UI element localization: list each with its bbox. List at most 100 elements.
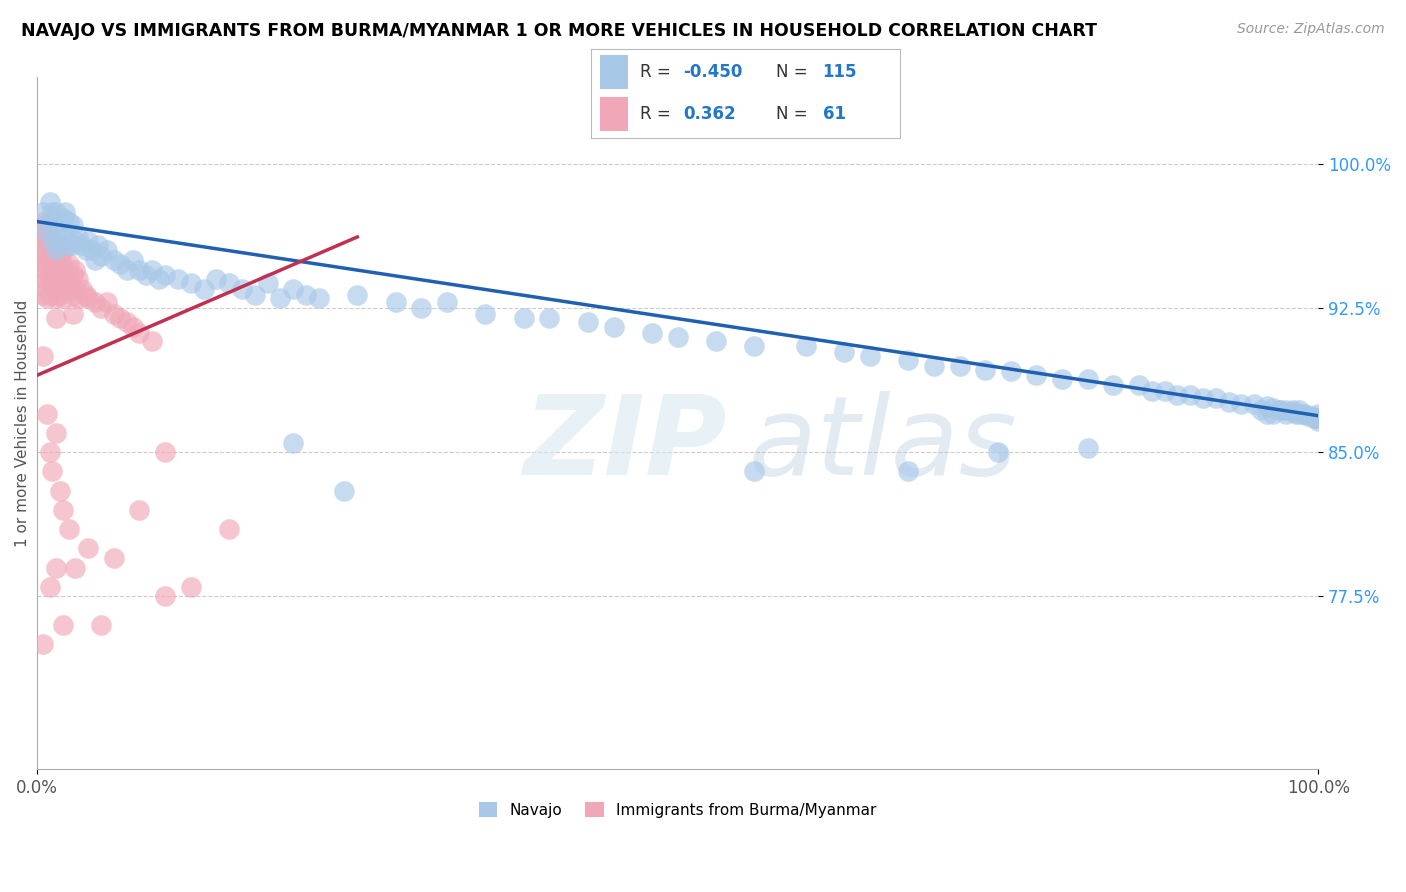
Point [1292,407,1315,421]
Point [832,345,855,359]
Point [128,262,150,277]
Point [436,295,458,310]
Point [794,339,817,353]
Point [1263,401,1285,415]
Point [66,230,89,244]
Point [37,407,59,421]
Point [1166,387,1188,401]
Point [75,244,97,258]
Point [167,272,190,286]
Point [1308,410,1330,425]
Point [65,282,87,296]
Point [1288,403,1310,417]
Point [37,292,59,306]
Point [218,276,240,290]
Point [115,314,138,328]
Point [1288,407,1310,421]
Point [1178,387,1201,401]
Point [96,295,118,310]
Point [153,268,176,283]
Text: R =: R = [640,63,671,81]
Point [141,334,163,348]
Point [1205,392,1227,406]
Point [1263,407,1285,421]
Point [346,287,368,301]
Point [37,252,59,267]
Point [52,272,75,286]
Text: Source: ZipAtlas.com: Source: ZipAtlas.com [1237,22,1385,37]
Point [75,287,97,301]
Point [1218,395,1240,409]
Point [602,320,624,334]
Point [35,282,58,296]
Point [1230,397,1253,411]
Point [52,257,75,271]
Text: atlas: atlas [748,391,1017,498]
Text: NAVAJO VS IMMIGRANTS FROM BURMA/MYANMAR 1 OR MORE VEHICLES IN HOUSEHOLD CORRELAT: NAVAJO VS IMMIGRANTS FROM BURMA/MYANMAR … [21,22,1097,40]
Point [41,237,63,252]
Point [45,205,67,219]
Point [243,287,266,301]
Point [576,314,599,328]
Point [70,282,93,296]
Point [49,214,72,228]
Point [308,292,330,306]
Point [1140,384,1163,398]
Point [1285,407,1308,421]
Point [58,237,80,252]
Point [87,237,110,252]
Point [52,234,75,248]
Point [96,244,118,258]
Point [45,234,67,248]
Point [65,560,87,574]
Point [32,234,55,248]
Point [538,310,561,325]
Point [411,301,433,315]
Point [45,272,67,286]
Point [128,503,150,517]
Point [153,445,176,459]
Point [103,307,125,321]
Point [180,276,202,290]
Point [1256,399,1278,413]
Point [193,282,215,296]
Point [38,230,60,244]
Point [1128,378,1150,392]
Text: N =: N = [776,105,807,123]
Point [53,282,76,296]
Point [62,219,84,233]
Point [666,330,689,344]
Point [1275,407,1298,421]
Point [987,445,1010,459]
Point [49,249,72,263]
Point [38,195,60,210]
Point [38,249,60,263]
Point [45,224,67,238]
Point [744,464,766,478]
Text: R =: R = [640,105,671,123]
Point [1077,442,1099,456]
Point [1305,410,1327,425]
Point [148,272,170,286]
Point [32,205,55,219]
Point [153,590,176,604]
Point [1308,407,1330,421]
Point [32,252,55,267]
Point [58,214,80,228]
Point [269,292,291,306]
Point [77,541,100,556]
Point [1268,403,1291,417]
Point [90,301,112,315]
Point [32,637,55,651]
Point [32,287,55,301]
Point [1153,384,1175,398]
Point [49,237,72,252]
Point [32,272,55,286]
Point [1077,372,1099,386]
Point [32,214,55,228]
Point [35,244,58,258]
Point [897,464,920,478]
Point [52,211,75,225]
Point [704,334,727,348]
Point [1256,407,1278,421]
